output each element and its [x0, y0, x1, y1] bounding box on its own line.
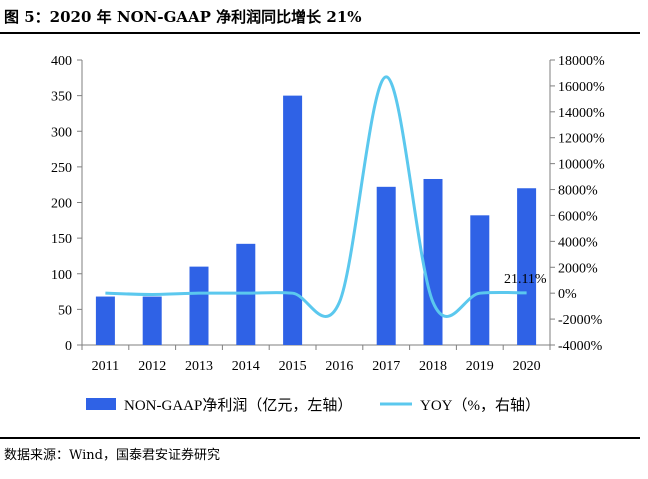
x-tick-label: 2019: [466, 359, 494, 374]
right-tick-label: -2000%: [558, 313, 603, 328]
left-tick-label: 250: [51, 161, 72, 176]
legend-line-label: YOY（%，右轴）: [420, 397, 540, 414]
right-tick-label: 0%: [558, 287, 577, 302]
legend-bar-swatch: [86, 398, 116, 410]
right-tick-label: -4000%: [558, 339, 603, 354]
yoy-annotation: 21.11%: [504, 272, 547, 287]
x-tick-label: 2018: [419, 359, 447, 374]
left-tick-label: 50: [58, 303, 72, 318]
x-tick-label: 2014: [232, 359, 260, 374]
right-tick-label: 10000%: [558, 158, 605, 173]
x-tick-label: 2013: [185, 359, 213, 374]
source-note: 数据来源：Wind，国泰君安证券研究: [4, 448, 220, 463]
chart: 0 50 100 150 200 250 300 350 400 -4000% -2000% 0% 20…: [51, 54, 605, 414]
yoy-line: [105, 75, 527, 318]
bar-2019: [470, 215, 490, 345]
figure-title: 图 5：2020 年 NON-GAAP 净利润同比增长 21%: [4, 8, 362, 26]
right-tick-label: 4000%: [558, 235, 598, 250]
x-tick-label: 2011: [92, 359, 119, 374]
legend-bar-label: NON-GAAP净利润（亿元，左轴）: [124, 397, 352, 414]
left-tick-label: 150: [51, 232, 72, 247]
x-tick-label: 2017: [372, 359, 400, 374]
source-rule: [0, 437, 640, 439]
right-tick-label: 18000%: [558, 54, 605, 69]
bar-2018: [423, 178, 443, 345]
bar-2017: [376, 186, 396, 345]
axis-labels: 0 50 100 150 200 250 300 350 400 -4000% -2000% 0% 20…: [51, 54, 605, 374]
bar-2020: [517, 188, 537, 345]
left-tick-label: 100: [51, 268, 72, 283]
right-tick-label: 2000%: [558, 261, 598, 276]
left-tick-label: 300: [51, 125, 72, 140]
bar-2015: [283, 95, 303, 345]
yoy-series: [105, 75, 527, 318]
right-tick-label: 12000%: [558, 132, 605, 147]
x-tick-label: 2015: [279, 359, 307, 374]
x-tick-label: 2012: [138, 359, 166, 374]
bar-2013: [189, 266, 209, 345]
right-tick-label: 8000%: [558, 184, 598, 199]
left-tick-label: 350: [51, 90, 72, 105]
legend: NON-GAAP净利润（亿元，左轴） YOY（%，右轴）: [86, 397, 540, 414]
right-tick-label: 6000%: [558, 209, 598, 224]
title-rule: [0, 32, 640, 34]
x-tick-label: 2016: [325, 359, 353, 374]
bar-2012: [142, 296, 162, 345]
x-tick-label: 2020: [513, 359, 541, 374]
right-tick-label: 14000%: [558, 106, 605, 121]
right-tick-label: 16000%: [558, 80, 605, 95]
left-tick-label: 400: [51, 54, 72, 69]
left-tick-label: 200: [51, 197, 72, 212]
bar-series: [95, 95, 537, 345]
left-tick-label: 0: [65, 339, 72, 354]
bar-2011: [95, 296, 115, 345]
